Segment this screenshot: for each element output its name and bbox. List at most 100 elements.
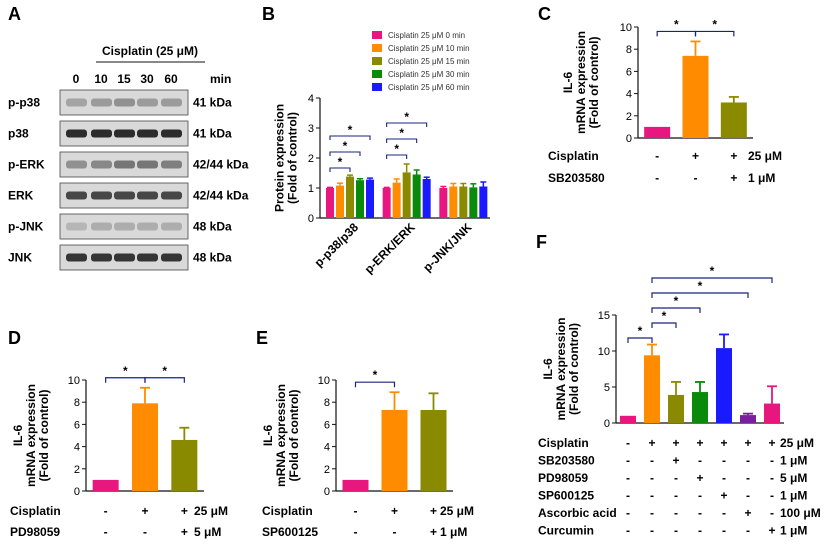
treatment-sign: - [626, 506, 630, 520]
significance-bracket [329, 167, 351, 172]
treatment-label: SP600125 [538, 489, 594, 503]
bar [356, 180, 364, 218]
treatment-sign: - [674, 489, 678, 503]
blot-band [114, 160, 135, 169]
bar [620, 415, 636, 423]
significance-bracket [329, 135, 371, 140]
y-axis-label-line: mRNA expression [24, 384, 38, 487]
treatment-concentration: 25 μM [780, 436, 814, 450]
blot-band [161, 191, 182, 200]
blot-band [91, 160, 112, 169]
blot-size-label: 41 kDa [193, 127, 232, 141]
treatment-sign: - [746, 489, 750, 503]
legend-swatch [372, 70, 382, 78]
significance-star: * [399, 126, 404, 140]
legend-swatch [372, 83, 382, 91]
treatment-concentration: 5 μM [194, 525, 221, 539]
treatment-sign: - [770, 471, 774, 485]
panel-a-letter: A [8, 4, 21, 24]
significance-bracket [386, 138, 418, 143]
blot-protein-label: ERK [8, 189, 34, 203]
treatment-sign: - [650, 524, 654, 538]
bar [422, 179, 431, 218]
y-tick-label: 6 [626, 66, 632, 78]
treatment-sign: - [770, 506, 774, 520]
blot-band [114, 191, 135, 200]
legend-label: Cisplatin 25 μM 15 min [388, 57, 470, 66]
bar [382, 188, 391, 218]
treatment-sign: - [650, 454, 654, 468]
bar [346, 176, 354, 218]
blot-time-label: 60 [164, 72, 178, 86]
treatment-sign: + [430, 525, 437, 539]
treatment-sign: - [694, 171, 698, 185]
blot-protein-label: JNK [8, 251, 32, 265]
treatment-concentration: 25 μM [440, 504, 474, 518]
y-tick-label: 6 [74, 419, 80, 431]
blot-band [114, 253, 135, 262]
y-tick-label: 15 [598, 310, 610, 322]
legend-label: Cisplatin 25 μM 30 min [388, 70, 470, 79]
treatment-sign: - [143, 525, 147, 539]
blot-band [161, 129, 182, 138]
treatment-sign: - [650, 489, 654, 503]
significance-bracket [105, 377, 146, 383]
significance-star: * [404, 110, 409, 124]
y-tick-label: 8 [626, 44, 632, 56]
blot-band [66, 129, 87, 138]
blot-protein-label: p-p38 [8, 96, 40, 110]
y-axis-label: IL-6mRNA expression(Fold of control) [561, 31, 601, 134]
blot-band [66, 160, 87, 169]
treatment-sign: - [655, 149, 659, 163]
treatment-sign: - [650, 471, 654, 485]
bar [439, 188, 448, 218]
bar [716, 348, 732, 423]
blot-protein-label: p-JNK [8, 220, 44, 234]
treatment-sign: - [746, 454, 750, 468]
treatment-sign: + [430, 504, 437, 518]
treatment-sign: - [626, 524, 630, 538]
significance-star: * [162, 364, 167, 378]
significance-star: * [348, 123, 353, 137]
y-axis-label: IL-6mRNA expression(Fold of control) [11, 384, 51, 487]
treatment-label: Ascorbic acid [538, 506, 617, 520]
bar [644, 355, 660, 423]
y-axis-label-line: mRNA expression [554, 318, 568, 421]
treatment-sign: + [692, 149, 699, 163]
blot-size-label: 42/44 kDa [193, 158, 249, 172]
panel-b-letter: B [262, 4, 275, 24]
y-tick-label: 1 [308, 183, 314, 195]
treatment-sign: - [626, 489, 630, 503]
treatment-label: PD98059 [538, 471, 588, 485]
bar [692, 392, 708, 423]
il6-sb203580-chart: 0 2 4 6 8 10 IL-6mRNA expression(Fold of contr… [548, 17, 782, 185]
bar [392, 182, 401, 218]
treatment-sign: - [674, 524, 678, 538]
bar [412, 174, 421, 218]
blot-band [66, 191, 87, 200]
treatment-sign: - [746, 524, 750, 538]
il6-sp600125-chart: 0 2 4 6 8 10 IL-6mRNA expression(Fold of contr… [261, 368, 474, 539]
significance-bracket [656, 30, 697, 37]
panel-d-letter: D [8, 328, 21, 348]
y-axis-label-line: (Fold of control) [37, 390, 51, 482]
panel-c-letter: C [538, 4, 551, 24]
blot-time-label: 15 [117, 72, 131, 86]
western-blot-panel: 0 10 15 30 60 p-p38 41 kDa p38 41 kDa p-ERK 42/44 … [8, 72, 249, 271]
treatment-sign: - [650, 506, 654, 520]
blot-treatment-label: Cisplatin (25 μM) [102, 44, 198, 58]
y-tick-label: 0 [308, 213, 314, 225]
treatment-label: Cisplatin [10, 504, 61, 518]
treatment-concentration: 5 μM [780, 471, 807, 485]
significance-star: * [638, 324, 643, 338]
y-tick-label: 10 [318, 375, 330, 387]
significance-bracket [144, 377, 185, 383]
blot-band [137, 191, 158, 200]
category-label: p-JNK/JNK [420, 220, 474, 274]
blot-time-label: 10 [94, 72, 108, 86]
treatment-sign: + [696, 471, 703, 485]
bar [326, 188, 334, 218]
bar [171, 439, 198, 491]
bar [720, 102, 747, 138]
bar [449, 186, 458, 218]
